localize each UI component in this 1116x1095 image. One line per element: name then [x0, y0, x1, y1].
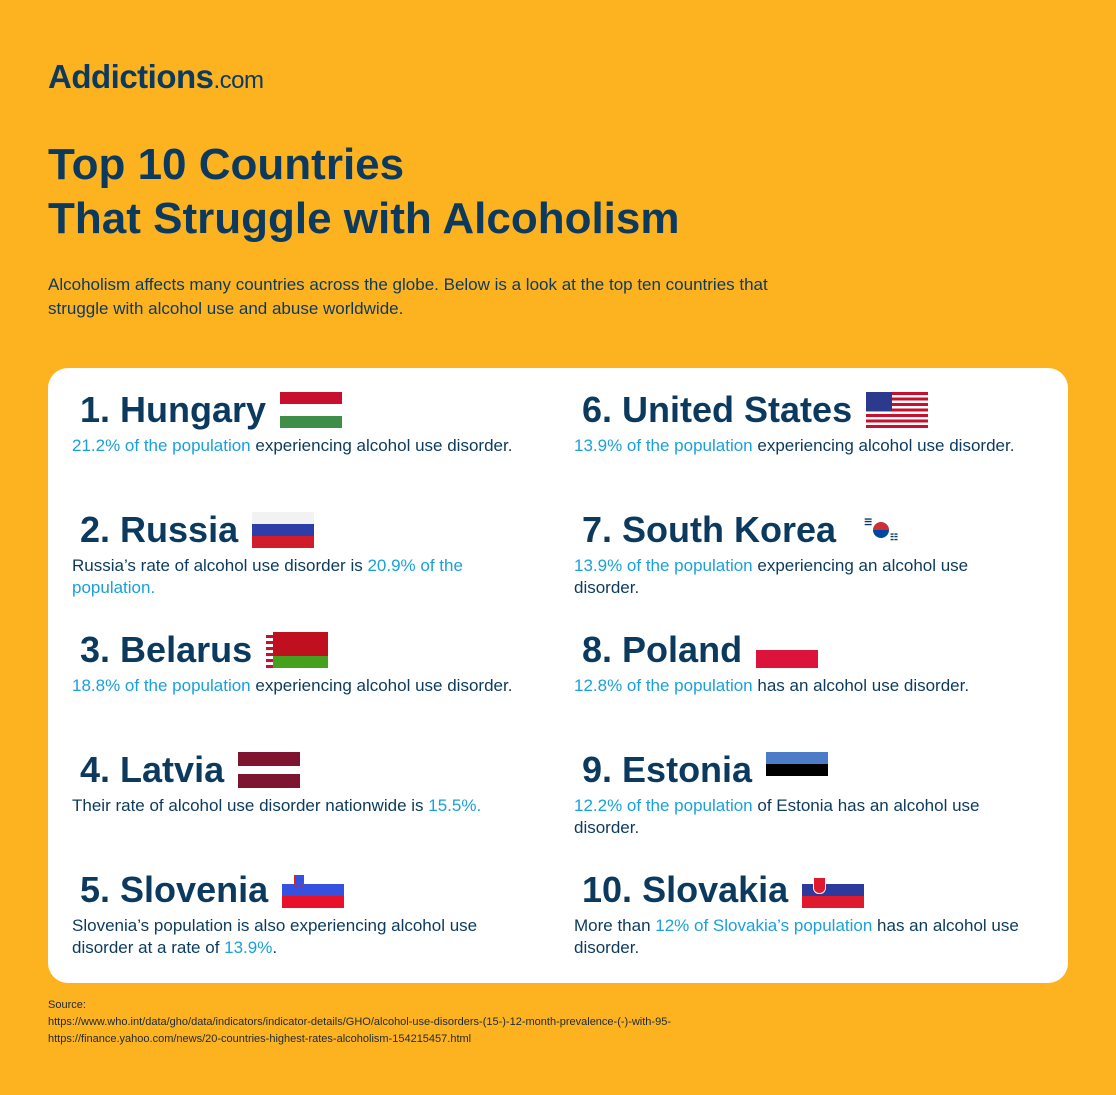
country-item-estonia: 9. Estonia 12.2% of the population of Es…: [574, 748, 1034, 839]
desc-text: .: [272, 938, 278, 957]
country-description: 18.8% of the population experiencing alc…: [72, 675, 532, 697]
source-link[interactable]: https://www.who.int/data/gho/data/indica…: [48, 1016, 671, 1028]
desc-text: experiencing an alcohol use disorder.: [574, 556, 969, 597]
desc-text: experiencing alcohol use disorder.: [752, 436, 1015, 455]
desc-text: has an alcohol use disorder.: [752, 676, 970, 695]
stat-highlight: 15.5%.: [428, 796, 482, 815]
country-item-south-korea: 7. South Korea ☰ ☷ 13.9% of the populatio…: [574, 508, 1034, 599]
source-link[interactable]: https://finance.yahoo.com/news/20-countr…: [48, 1033, 472, 1045]
country-item-russia: 2. Russia Russia’s rate of alcohol use d…: [72, 508, 532, 599]
desc-text: experiencing alcohol use disorder.: [250, 436, 513, 455]
country-item-latvia: 4. Latvia Their rate of alcohol use diso…: [72, 748, 532, 817]
desc-text: of Estonia has an alcohol use disorder.: [574, 796, 980, 837]
hungary-flag-icon: [280, 392, 343, 428]
source-section: Source: https://www.who.int/data/gho/dat…: [48, 997, 671, 1048]
stat-highlight: 20.9% of the population.: [72, 556, 463, 597]
country-name: South Korea: [622, 509, 837, 550]
desc-text: Their rate of alcohol use disorder natio…: [72, 796, 429, 815]
stat-highlight: 13.9% of the population: [574, 436, 753, 455]
intro-text: Alcoholism affects many countries across…: [48, 275, 768, 318]
country-name: Russia: [120, 509, 239, 550]
rank: 5.: [80, 869, 111, 910]
country-description: More than 12% of Slovakia’s population h…: [574, 915, 1034, 959]
countries-card: 1. Hungary 21.2% of the population exper…: [48, 368, 1068, 983]
country-item-poland: 8. Poland 12.8% of the population has an…: [574, 628, 1034, 697]
page-title: Top 10 Countries That Struggle with Alcoh…: [48, 138, 680, 246]
latvia-flag-icon: [238, 752, 301, 789]
country-name: Latvia: [120, 749, 225, 790]
country-name: Estonia: [622, 749, 753, 790]
usa-flag-icon: [866, 392, 929, 428]
country-name: Poland: [622, 629, 743, 670]
desc-text: has an alcohol use disorder.: [574, 916, 1019, 957]
slovakia-flag-icon: [802, 872, 865, 908]
poland-flag-icon: [756, 632, 819, 668]
country-description: 13.9% of the population experiencing alc…: [574, 435, 1034, 457]
russia-flag-icon: [252, 512, 315, 548]
desc-text: More than: [574, 916, 656, 935]
desc-text: experiencing alcohol use disorder.: [250, 676, 513, 695]
rank: 6.: [582, 389, 613, 430]
country-name: Slovenia: [120, 869, 269, 910]
country-description: Russia’s rate of alcohol use disorder is…: [72, 555, 532, 599]
title-line-1: Top 10 Countries: [48, 140, 405, 189]
stat-highlight: 12.2% of the population: [574, 796, 753, 815]
stat-highlight: 12.8% of the population: [574, 676, 753, 695]
country-description: Slovenia’s population is also experienci…: [72, 915, 532, 959]
slovenia-flag-icon: [282, 872, 345, 908]
country-description: 21.2% of the population experiencing alc…: [72, 435, 532, 457]
stat-highlight: 21.2% of the population: [72, 436, 251, 455]
country-name: United States: [622, 389, 853, 430]
stat-highlight: 18.8% of the population: [72, 676, 251, 695]
rank: 7.: [582, 509, 613, 550]
source-label: Source:: [48, 999, 86, 1011]
rank: 3.: [80, 629, 111, 670]
country-item-hungary: 1. Hungary 21.2% of the population exper…: [72, 388, 532, 457]
country-description: 13.9% of the population experiencing an …: [574, 555, 1034, 599]
belarus-flag-icon: [266, 632, 329, 668]
logo-main: Addictions: [48, 58, 214, 95]
country-name: Slovakia: [642, 869, 789, 910]
country-description: 12.8% of the population has an alcohol u…: [574, 675, 1034, 697]
country-description: 12.2% of the population of Estonia has a…: [574, 795, 1034, 839]
estonia-flag-icon: [766, 752, 829, 788]
rank: 9.: [582, 749, 613, 790]
country-description: Their rate of alcohol use disorder natio…: [72, 795, 532, 817]
title-line-2: That Struggle with Alcoholism: [48, 194, 680, 243]
rank: 4.: [80, 749, 111, 790]
country-item-united-states: 6. United States 13.9% of the population…: [574, 388, 1034, 457]
rank: 2.: [80, 509, 111, 550]
south-korea-flag-icon: ☰ ☷: [850, 512, 913, 548]
country-name: Belarus: [120, 629, 253, 670]
stat-highlight: 12% of Slovakia’s population: [655, 916, 873, 935]
stat-highlight: 13.9%: [224, 938, 273, 957]
stat-highlight: 13.9% of the population: [574, 556, 753, 575]
logo-suffix: .com: [213, 67, 265, 94]
desc-text: Slovenia’s population is also experienci…: [72, 916, 478, 957]
desc-text: Russia’s rate of alcohol use disorder is: [72, 556, 368, 575]
country-name: Hungary: [120, 389, 267, 430]
country-item-slovenia: 5. Slovenia Slovenia’s population is als…: [72, 868, 532, 959]
logo: Addictions.com: [48, 58, 264, 96]
rank: 1.: [80, 389, 111, 430]
rank: 8.: [582, 629, 613, 670]
rank: 10.: [582, 869, 633, 910]
country-item-belarus: 3. Belarus 18.8% of the population exper…: [72, 628, 532, 697]
country-item-slovakia: 10. Slovakia More than 12% of Slovakia’s…: [574, 868, 1034, 959]
